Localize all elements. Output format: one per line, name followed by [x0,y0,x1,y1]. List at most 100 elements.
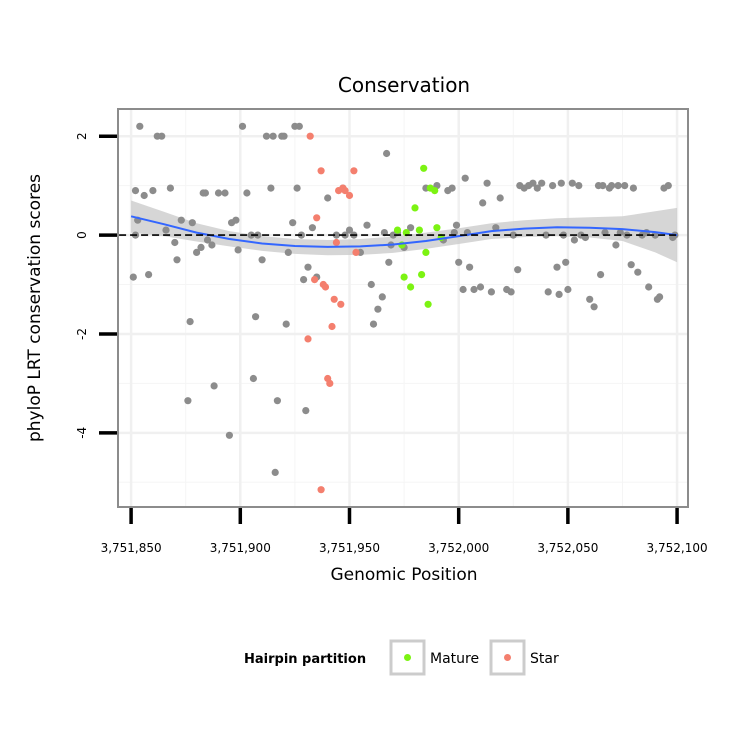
point-other [284,248,292,256]
point-other [507,288,515,296]
series-mature [393,164,445,308]
point-other [166,184,174,192]
point-other [627,261,635,269]
point-other [568,179,576,187]
point-star [345,191,354,200]
y-axis-label: phyloP LRT conservation scores [25,174,45,442]
point-other [171,238,179,247]
point-other [629,184,638,192]
point-other [570,236,579,244]
y-tick-label: 0 [75,231,89,239]
point-star [330,295,338,303]
point-mature [393,226,402,234]
point-other [282,320,290,328]
point-other [492,224,500,232]
point-mature [433,224,441,232]
point-other [369,320,378,328]
point-other [289,219,297,227]
legend: Hairpin partition Mature Star [244,639,559,676]
legend-label-star: Star [530,651,559,667]
point-other [145,271,153,279]
point-other [496,194,504,202]
point-other [575,182,583,190]
chart-title: Conservation [338,73,470,97]
point-other [564,285,572,294]
point-other [634,268,642,276]
x-tick-label: 3,751,850 [101,541,162,555]
point-other [614,182,622,190]
point-other [188,219,196,227]
point-other [208,241,216,249]
point-other [597,271,605,279]
panel-background [118,109,688,507]
point-other [234,246,242,254]
confidence-band [131,200,678,263]
point-star [313,214,321,222]
point-other [544,288,552,296]
x-tick-label: 3,752,050 [537,541,598,555]
point-other [162,226,170,234]
point-other [374,305,382,313]
point-other [280,132,288,140]
point-other [203,236,212,244]
point-other [293,184,301,192]
point-other [363,221,371,229]
point-star [306,132,314,140]
x-tick-label: 3,752,100 [647,541,708,555]
point-other [586,295,594,303]
point-other [608,182,616,190]
point-other [300,276,308,284]
point-other [549,182,557,190]
point-other [302,407,310,415]
point-mature [431,187,439,195]
point-other [459,285,467,294]
series-star [304,132,360,494]
point-other [557,179,565,187]
point-star [326,379,334,387]
point-mature [424,300,432,308]
point-other [273,397,281,405]
point-star [352,248,360,256]
point-star [332,238,340,247]
point-other [466,263,474,271]
x-tick-label: 3,751,950 [319,541,380,555]
point-star [350,167,358,175]
point-other [258,256,266,264]
point-other [538,179,546,187]
legend-title: Hairpin partition [244,652,366,667]
point-other [193,248,201,256]
legend-label-mature: Mature [430,651,479,667]
point-star [317,486,325,494]
point-star [328,322,336,331]
point-other [210,382,218,390]
point-other [140,191,148,200]
x-tick-label: 3,752,000 [428,541,489,555]
point-other [269,132,277,140]
point-other [136,122,144,130]
point-other [407,224,415,232]
point-star [304,335,312,343]
point-other [131,187,140,195]
point-other [158,132,166,140]
point-other [378,293,386,301]
point-other [383,149,391,158]
point-other [555,290,563,298]
point-mature [422,248,430,256]
point-other [448,184,456,192]
point-other [562,258,570,266]
point-other [533,184,541,192]
legend-swatch-mature [404,654,411,661]
y-axis: 2 0 -2 -4 [75,132,117,439]
panel-border [117,108,689,508]
point-other [271,468,279,476]
point-other [479,199,487,207]
point-other [262,132,271,140]
point-other [308,224,316,232]
point-star [337,300,345,308]
point-other [452,221,461,229]
point-mature [415,226,423,234]
point-other [149,187,157,195]
point-other [621,182,629,190]
point-other [295,122,303,130]
point-other [267,184,275,192]
